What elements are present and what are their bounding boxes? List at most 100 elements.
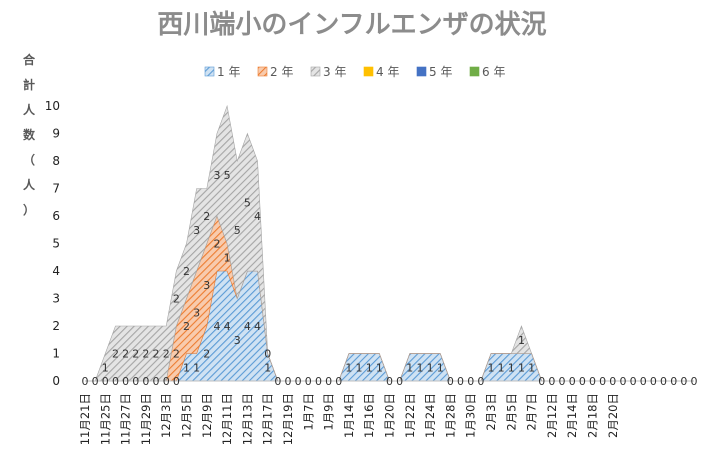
data-label: 4 <box>254 210 261 223</box>
x-tick-label: 12月11日 <box>220 393 234 445</box>
data-label: 0 <box>112 375 119 388</box>
data-label: 0 <box>599 375 606 388</box>
x-axis-ticks: 11月21日 11月25日 11月27日 11月29日 12月3日 12月5日 12月9日 1… <box>78 393 620 445</box>
x-tick-label: 11月29日 <box>139 393 153 445</box>
data-label: 0 <box>660 375 667 388</box>
x-tick-label: 2月3日 <box>484 393 498 431</box>
x-tick-label: 12月13日 <box>240 393 254 445</box>
data-label: 0 <box>132 375 139 388</box>
data-label: 3 <box>193 306 200 319</box>
x-tick-label: 12月3日 <box>159 393 173 438</box>
y-tick-label: 0 <box>52 374 60 388</box>
data-label: 2 <box>203 348 210 361</box>
y-axis-label-char: （ <box>23 152 35 167</box>
data-label: 0 <box>467 375 474 388</box>
legend-item: 6 年 <box>469 65 505 79</box>
y-tick-label: 4 <box>52 264 60 278</box>
legend-item: 2 年 <box>257 65 293 79</box>
data-label: 1 <box>264 361 271 374</box>
data-label: 0 <box>579 375 586 388</box>
legend-swatch <box>257 66 268 77</box>
legend-swatch <box>416 66 427 77</box>
data-label: 2 <box>142 348 149 361</box>
legend-swatch <box>363 66 374 77</box>
data-label: 0 <box>538 375 545 388</box>
legend-label: 4 年 <box>376 65 399 79</box>
data-label: 0 <box>122 375 129 388</box>
data-label: 0 <box>640 375 647 388</box>
legend-swatch <box>310 66 321 77</box>
data-label: 1 <box>183 361 190 374</box>
data-label: 0 <box>264 348 271 361</box>
data-label: 0 <box>173 375 180 388</box>
data-label: 1 <box>416 361 423 374</box>
data-label: 1 <box>508 361 515 374</box>
legend-swatch <box>204 66 215 77</box>
y-tick-label: 7 <box>52 182 60 196</box>
data-label: 2 <box>122 348 129 361</box>
data-label: 5 <box>244 196 251 209</box>
data-label: 0 <box>619 375 626 388</box>
y-axis-ticks: 0 1 2 3 4 5 6 7 8 9 10 <box>45 99 60 388</box>
x-tick-label: 1月16日 <box>362 393 376 438</box>
legend-label: 6 年 <box>482 65 505 79</box>
data-label: 0 <box>386 375 393 388</box>
data-label: 0 <box>680 375 687 388</box>
x-tick-label: 11月21日 <box>78 393 92 445</box>
y-axis-label-char: ） <box>23 202 35 217</box>
y-tick-label: 10 <box>45 99 60 113</box>
data-label: 3 <box>213 169 220 182</box>
x-tick-label: 11月27日 <box>119 393 133 445</box>
y-tick-label: 6 <box>52 209 60 223</box>
data-label: 2 <box>132 348 139 361</box>
x-tick-label: 12月5日 <box>180 393 194 438</box>
data-label: 0 <box>609 375 616 388</box>
x-tick-label: 2月7日 <box>525 393 539 431</box>
x-tick-label: 1月24日 <box>423 393 437 438</box>
data-label: 0 <box>569 375 576 388</box>
y-axis-label-char: 人 <box>23 177 36 192</box>
legend-item: 3 年 <box>310 65 346 79</box>
x-tick-label: 2月12日 <box>545 393 559 438</box>
data-label: 0 <box>457 375 464 388</box>
data-label: 0 <box>335 375 342 388</box>
data-label: 0 <box>163 375 170 388</box>
y-tick-label: 9 <box>52 127 60 141</box>
data-label: 1 <box>406 361 413 374</box>
data-label: 0 <box>274 375 281 388</box>
data-label: 1 <box>488 361 495 374</box>
data-label: 0 <box>295 375 302 388</box>
x-tick-label: 1月14日 <box>342 393 356 438</box>
data-label: 4 <box>254 320 261 333</box>
y-tick-label: 2 <box>52 319 60 333</box>
x-tick-label: 12月17日 <box>261 393 275 445</box>
legend: 1 年 2 年 3 年 4 年 5 年 6 年 <box>204 65 505 79</box>
y-tick-label: 8 <box>52 154 60 168</box>
data-label: 2 <box>183 320 190 333</box>
data-label: 1 <box>437 361 444 374</box>
data-label: 1 <box>518 334 525 347</box>
data-label: 0 <box>285 375 292 388</box>
data-label: 4 <box>224 320 231 333</box>
data-label: 3 <box>193 224 200 237</box>
data-label: 0 <box>447 375 454 388</box>
data-label: 0 <box>589 375 596 388</box>
data-label: 0 <box>559 375 566 388</box>
y-axis-label-char: 人 <box>23 102 36 117</box>
x-tick-label: 2月18日 <box>586 393 600 438</box>
data-label: 1 <box>224 251 231 264</box>
data-label: 1 <box>376 361 383 374</box>
chart-title: 西川端小のインフルエンザの状況 <box>157 10 546 40</box>
data-label: 2 <box>173 293 180 306</box>
data-label: 1 <box>345 361 352 374</box>
data-label: 0 <box>153 375 160 388</box>
x-tick-label: 2月5日 <box>504 393 518 431</box>
x-tick-label: 1月20日 <box>383 393 397 438</box>
y-axis-label-char: 計 <box>23 77 35 92</box>
data-label: 0 <box>670 375 677 388</box>
x-tick-label: 1月7日 <box>301 393 315 431</box>
x-tick-label: 12月19日 <box>281 393 295 445</box>
